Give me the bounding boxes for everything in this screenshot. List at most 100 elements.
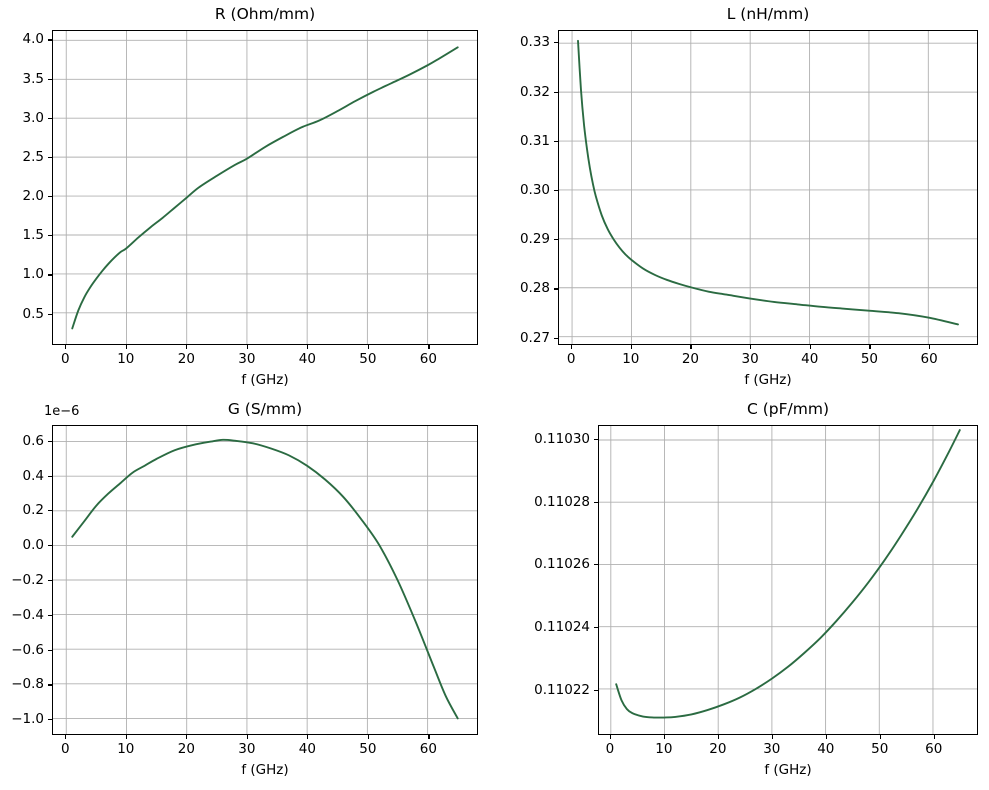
x-tick-label: 60 xyxy=(419,741,437,757)
x-tick-label: 10 xyxy=(655,741,673,757)
x-tick-label: 20 xyxy=(177,351,195,367)
y-tick-label: 0.28 xyxy=(519,280,550,297)
y-tick-label: 0.4 xyxy=(22,467,44,484)
y-tick-mark xyxy=(554,91,558,93)
y-tick-mark xyxy=(48,545,52,547)
y-tick-label: −0.4 xyxy=(11,606,44,623)
x-tick-mark xyxy=(125,735,127,739)
y-tick-mark xyxy=(554,239,558,241)
y-tick-label: −0.8 xyxy=(11,676,44,693)
plot-area-l xyxy=(558,30,978,345)
subplot-c: C (pF/mm) 0.11022 0.11024 0.11026 0.11028 0.… xyxy=(534,400,978,778)
subplot-g: G (S/mm) 1e−6 −1.0 −0.8 −0.6 −0.4 −0.2 0.0 0.2… xyxy=(11,400,478,778)
y-tick-label: 0.33 xyxy=(519,34,550,51)
offset-text-g: 1e−6 xyxy=(44,404,80,419)
y-tick-mark xyxy=(48,684,52,686)
y-tick-label: −1.0 xyxy=(11,711,44,728)
x-tick-mark xyxy=(246,735,248,739)
x-tick-label: 0 xyxy=(61,351,70,367)
y-tick-label: 0.11024 xyxy=(534,618,590,635)
y-tick-mark xyxy=(48,440,52,442)
x-axis-label: f (GHz) xyxy=(241,372,289,388)
y-tick-label: 0.31 xyxy=(519,132,550,149)
curve-g xyxy=(71,438,459,720)
x-tick-label: 40 xyxy=(298,741,316,757)
x-tick-mark xyxy=(571,345,573,349)
x-tick-label: 20 xyxy=(681,351,700,367)
y-tick-mark xyxy=(554,42,558,44)
x-tick-label: 60 xyxy=(419,351,437,367)
x-tick-mark xyxy=(809,345,811,349)
x-tick-label: 50 xyxy=(871,741,889,757)
y-tick-label: 0.32 xyxy=(519,83,550,100)
y-tick-mark xyxy=(594,689,598,691)
x-tick-label: 0 xyxy=(61,741,70,757)
y-tick-mark xyxy=(594,626,598,629)
x-tick-mark xyxy=(428,345,430,349)
y-tick-label: 1.5 xyxy=(22,227,44,244)
grid-c xyxy=(599,426,977,734)
x-tick-mark xyxy=(717,735,719,739)
y-tick-mark xyxy=(554,189,558,192)
x-tick-mark xyxy=(750,345,752,349)
x-tick-mark xyxy=(630,345,632,349)
grid-r xyxy=(53,31,477,344)
y-tick-label: −0.6 xyxy=(11,641,44,658)
y-tick-label: 0.29 xyxy=(519,231,550,248)
y-tick-mark xyxy=(48,274,52,276)
x-tick-mark xyxy=(186,345,188,349)
x-tick-label: 20 xyxy=(177,741,195,757)
y-tick-mark xyxy=(554,337,558,339)
curve-l xyxy=(577,39,959,326)
y-tick-mark xyxy=(48,719,52,721)
y-tick-mark xyxy=(48,510,52,512)
x-tick-mark xyxy=(933,735,935,739)
x-tick-mark xyxy=(307,735,309,739)
x-tick-label: 30 xyxy=(238,351,256,367)
x-tick-label: 60 xyxy=(925,741,943,757)
grid-l xyxy=(559,31,977,344)
y-tick-mark xyxy=(48,39,52,41)
x-tick-mark xyxy=(929,345,931,349)
x-tick-mark xyxy=(771,735,773,739)
subplot-title-g: G (S/mm) xyxy=(227,400,303,418)
subplot-title-c: C (pF/mm) xyxy=(746,400,830,418)
y-tick-mark xyxy=(48,117,52,119)
y-tick-mark xyxy=(48,614,52,616)
subplot-r: R (Ohm/mm) 0.5 1.0 1.5 2.0 2.5 3.0 3.5 4.0 0 10 20… xyxy=(23,5,478,388)
y-tick-label: 0.27 xyxy=(519,329,550,346)
x-tick-label: 50 xyxy=(359,741,377,757)
y-tick-label: 0.11030 xyxy=(534,431,590,448)
y-tick-label: 0.11026 xyxy=(534,556,590,573)
y-tick-mark xyxy=(594,439,598,441)
x-tick-mark xyxy=(690,345,692,349)
y-tick-label: −0.2 xyxy=(11,572,44,588)
x-tick-label: 30 xyxy=(741,351,759,367)
plot-area-g xyxy=(52,425,478,735)
x-tick-label: 10 xyxy=(622,351,640,367)
y-tick-mark xyxy=(48,156,52,159)
y-tick-mark xyxy=(48,580,52,582)
curve-r xyxy=(71,46,459,330)
x-tick-mark xyxy=(186,735,188,739)
x-tick-label: 50 xyxy=(860,351,878,367)
x-tick-mark xyxy=(609,735,612,739)
x-tick-label: 40 xyxy=(298,351,316,367)
x-tick-label: 40 xyxy=(801,351,819,367)
y-tick-mark xyxy=(48,78,52,80)
plot-area-c xyxy=(598,425,978,735)
y-tick-mark xyxy=(594,564,598,566)
y-tick-mark xyxy=(48,196,52,198)
y-tick-label: 1.0 xyxy=(22,266,44,283)
curve-c xyxy=(615,429,961,719)
x-tick-mark xyxy=(367,345,369,349)
y-tick-label: 0.6 xyxy=(22,432,44,449)
y-tick-label: 0.11022 xyxy=(534,681,590,698)
x-axis-label: f (GHz) xyxy=(764,762,812,778)
x-tick-label: 40 xyxy=(817,741,835,757)
subplot-l: L (nH/mm) 0.27 0.28 0.29 0.30 0.31 0.32 0.33 0 1… xyxy=(520,5,978,388)
x-tick-label: 30 xyxy=(238,741,256,757)
y-tick-mark xyxy=(554,140,558,142)
y-tick-mark xyxy=(48,649,52,651)
